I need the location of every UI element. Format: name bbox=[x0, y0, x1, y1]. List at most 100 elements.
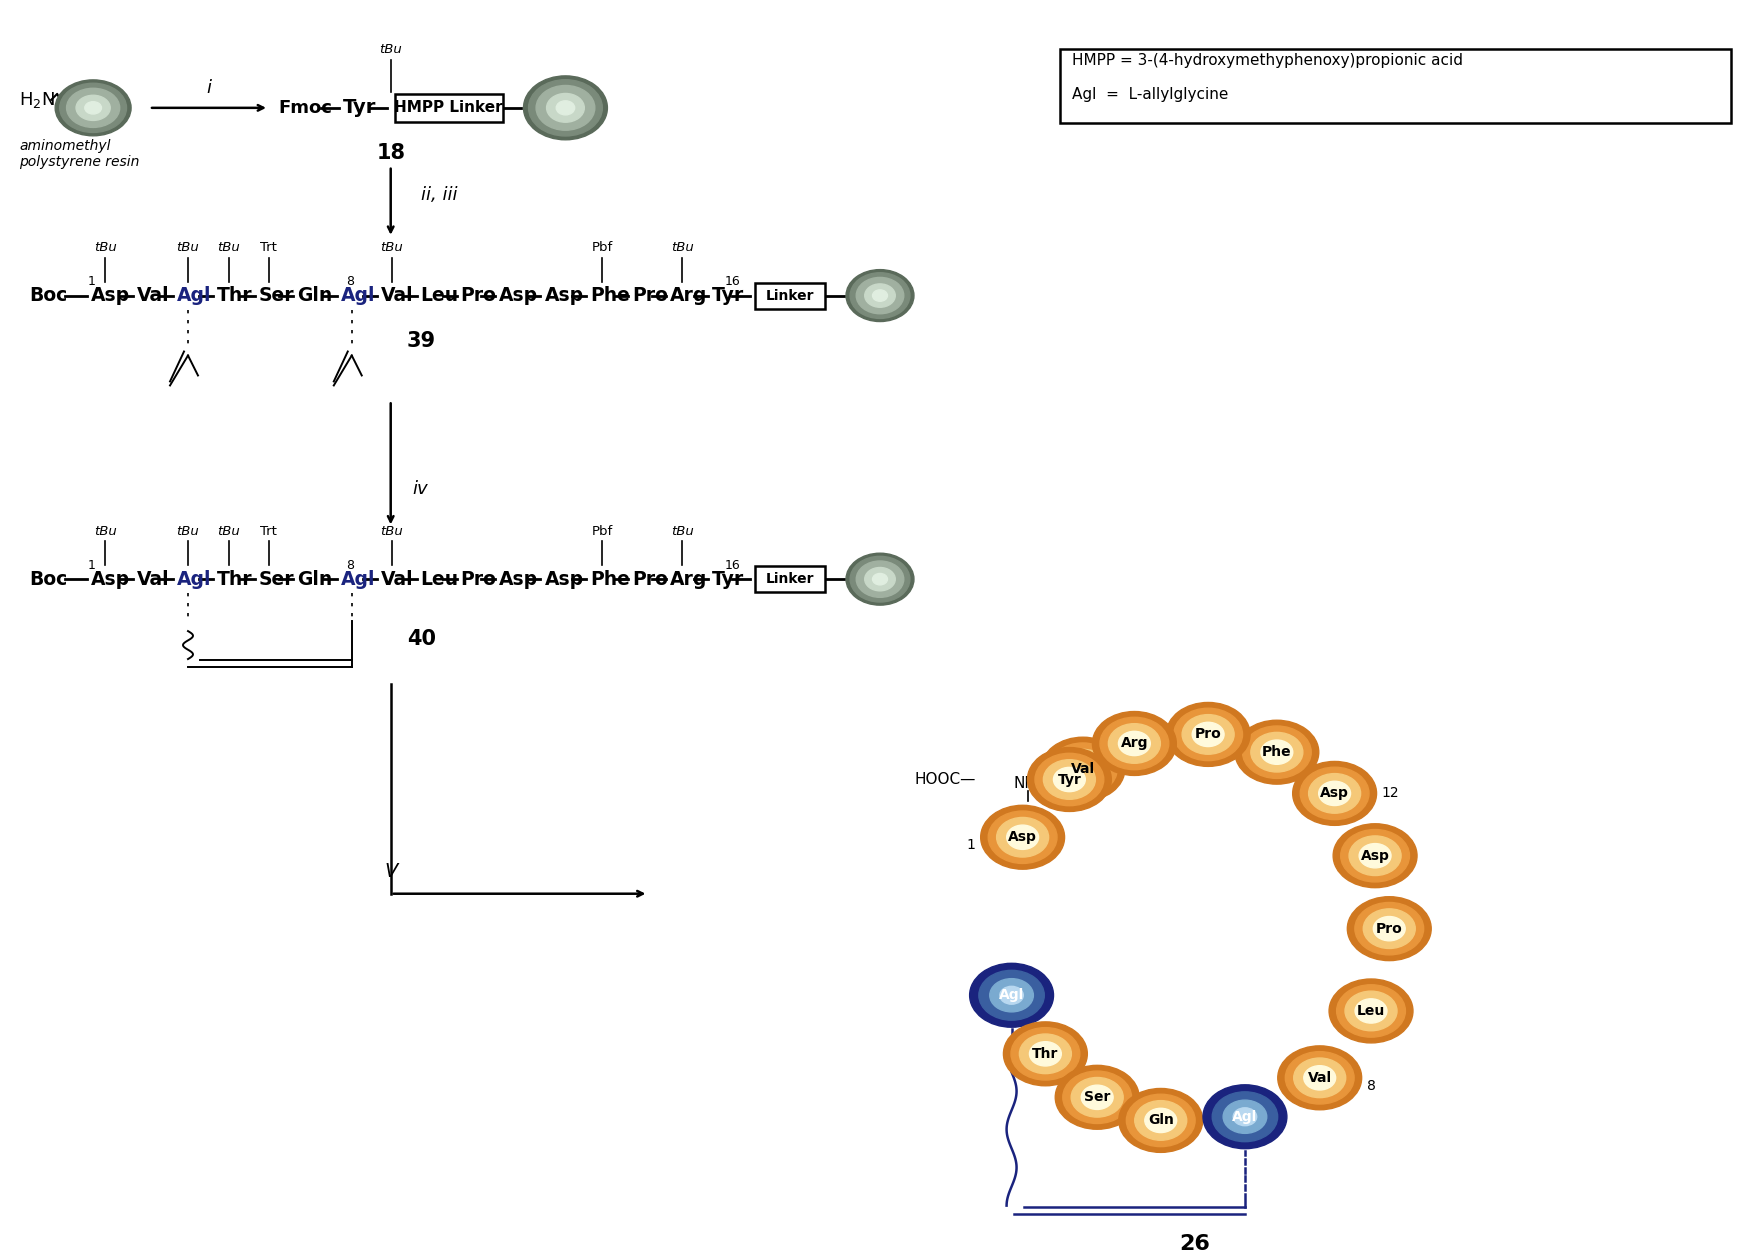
Bar bbox=[395, 94, 502, 122]
Text: Leu: Leu bbox=[1358, 1004, 1386, 1017]
Ellipse shape bbox=[1028, 747, 1111, 811]
Ellipse shape bbox=[1109, 723, 1160, 764]
Ellipse shape bbox=[55, 80, 130, 136]
Text: Val: Val bbox=[138, 570, 169, 589]
Text: 16: 16 bbox=[725, 275, 740, 288]
Text: Asp: Asp bbox=[1361, 849, 1389, 863]
Text: HMPP = 3-(4-hydroxymethyphenoxy)propionic acid: HMPP = 3-(4-hydroxymethyphenoxy)propioni… bbox=[1072, 54, 1463, 68]
Ellipse shape bbox=[1100, 717, 1169, 770]
Ellipse shape bbox=[989, 811, 1058, 863]
Text: Pro: Pro bbox=[460, 286, 497, 305]
Text: Linker: Linker bbox=[765, 573, 815, 587]
Ellipse shape bbox=[1135, 1100, 1186, 1140]
Text: tBu: tBu bbox=[93, 525, 116, 538]
Ellipse shape bbox=[846, 553, 913, 605]
Ellipse shape bbox=[524, 75, 608, 139]
Text: Phe: Phe bbox=[591, 570, 631, 589]
Ellipse shape bbox=[1319, 781, 1350, 805]
Text: tBu: tBu bbox=[176, 241, 199, 254]
Ellipse shape bbox=[970, 963, 1054, 1027]
Ellipse shape bbox=[1261, 740, 1292, 765]
Text: 39: 39 bbox=[407, 330, 435, 350]
Text: Asp: Asp bbox=[1008, 830, 1037, 844]
Text: Trt: Trt bbox=[261, 525, 277, 538]
Text: Tyr: Tyr bbox=[1058, 772, 1081, 786]
Text: Ser: Ser bbox=[259, 570, 294, 589]
Bar bbox=[1060, 49, 1731, 123]
Ellipse shape bbox=[1347, 897, 1432, 961]
Ellipse shape bbox=[996, 818, 1049, 857]
Text: Asp: Asp bbox=[499, 286, 538, 305]
Ellipse shape bbox=[1081, 1085, 1112, 1109]
Ellipse shape bbox=[1127, 1094, 1195, 1147]
Text: tBu: tBu bbox=[381, 525, 404, 538]
Ellipse shape bbox=[1056, 1065, 1139, 1129]
Ellipse shape bbox=[1232, 1108, 1257, 1125]
Ellipse shape bbox=[978, 971, 1044, 1020]
Ellipse shape bbox=[989, 978, 1033, 1012]
Text: 12: 12 bbox=[1382, 786, 1400, 800]
Text: Pro: Pro bbox=[1195, 727, 1222, 741]
Ellipse shape bbox=[1308, 774, 1361, 813]
Text: Pro: Pro bbox=[460, 570, 497, 589]
Ellipse shape bbox=[873, 290, 887, 301]
Text: Pbf: Pbf bbox=[592, 525, 614, 538]
Text: Gln: Gln bbox=[1148, 1113, 1174, 1128]
Text: Fmoc: Fmoc bbox=[279, 99, 333, 117]
Text: 1: 1 bbox=[86, 559, 95, 571]
Text: Boc: Boc bbox=[30, 570, 67, 589]
Ellipse shape bbox=[1345, 991, 1396, 1031]
Text: 18: 18 bbox=[376, 143, 405, 163]
Text: Agl: Agl bbox=[340, 286, 376, 305]
Text: Val: Val bbox=[381, 570, 413, 589]
Bar bbox=[755, 283, 825, 309]
Text: aminomethyl: aminomethyl bbox=[19, 139, 111, 153]
Ellipse shape bbox=[60, 83, 127, 132]
Ellipse shape bbox=[1035, 754, 1104, 805]
Ellipse shape bbox=[1329, 978, 1412, 1042]
Text: Pro: Pro bbox=[633, 570, 668, 589]
Text: Phe: Phe bbox=[1262, 745, 1292, 759]
Ellipse shape bbox=[1373, 917, 1405, 941]
Ellipse shape bbox=[1019, 1034, 1072, 1074]
Ellipse shape bbox=[1120, 1089, 1202, 1153]
Bar bbox=[755, 566, 825, 592]
Text: Gln: Gln bbox=[296, 286, 331, 305]
Ellipse shape bbox=[1054, 767, 1086, 791]
Ellipse shape bbox=[980, 805, 1065, 869]
Ellipse shape bbox=[864, 568, 896, 590]
Text: Asp: Asp bbox=[92, 570, 130, 589]
Text: Asp: Asp bbox=[92, 286, 130, 305]
Ellipse shape bbox=[1356, 999, 1387, 1024]
Text: tBu: tBu bbox=[381, 241, 404, 254]
Ellipse shape bbox=[1278, 1046, 1361, 1110]
Text: Val: Val bbox=[138, 286, 169, 305]
Text: 8: 8 bbox=[346, 275, 354, 288]
Text: Linker: Linker bbox=[765, 289, 815, 303]
Text: Leu: Leu bbox=[421, 286, 458, 305]
Text: Gln: Gln bbox=[296, 570, 331, 589]
Ellipse shape bbox=[850, 273, 910, 319]
Ellipse shape bbox=[536, 85, 594, 131]
Text: Agl  =  L-allylglycine: Agl = L-allylglycine bbox=[1072, 88, 1229, 102]
Ellipse shape bbox=[1349, 836, 1402, 875]
Text: Asp: Asp bbox=[545, 570, 584, 589]
Text: Tyr: Tyr bbox=[712, 286, 744, 305]
Ellipse shape bbox=[1363, 909, 1416, 948]
Ellipse shape bbox=[1049, 744, 1118, 795]
Text: tBu: tBu bbox=[93, 241, 116, 254]
Ellipse shape bbox=[1333, 824, 1417, 888]
Text: Leu: Leu bbox=[421, 570, 458, 589]
Ellipse shape bbox=[1213, 1091, 1278, 1142]
Ellipse shape bbox=[76, 95, 111, 121]
Ellipse shape bbox=[857, 561, 904, 598]
Text: Phe: Phe bbox=[591, 286, 631, 305]
Text: Agl: Agl bbox=[1232, 1110, 1257, 1124]
Text: 8: 8 bbox=[346, 559, 354, 571]
Ellipse shape bbox=[1340, 829, 1409, 882]
Text: 40: 40 bbox=[407, 629, 435, 649]
Text: polystyrene resin: polystyrene resin bbox=[19, 154, 139, 168]
Text: Asp: Asp bbox=[499, 570, 538, 589]
Ellipse shape bbox=[1294, 1058, 1345, 1098]
Ellipse shape bbox=[846, 270, 913, 322]
